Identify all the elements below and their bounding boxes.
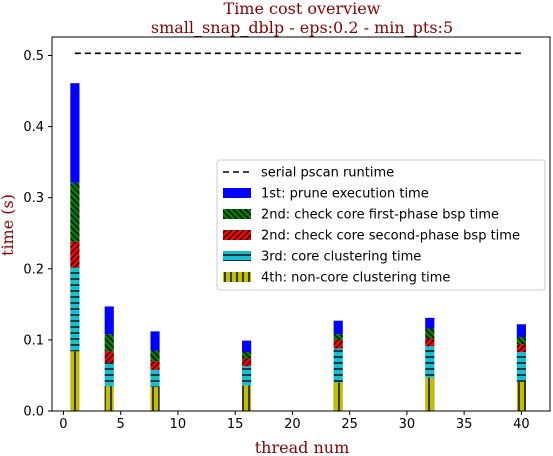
y-tick-label: 0.2 — [23, 262, 44, 277]
x-tick-label: 15 — [227, 417, 244, 432]
legend-entry: 2nd: check core second-phase bsp time — [261, 229, 520, 244]
bar-segment — [242, 351, 252, 359]
legend-handle — [223, 251, 251, 261]
bar-segment — [516, 337, 526, 345]
legend-entry: 4th: non-core clustering time — [261, 271, 450, 286]
y-tick-label: 0.4 — [23, 120, 44, 135]
bar-segment — [104, 334, 114, 352]
bar-segment — [425, 338, 435, 347]
legend-entry: 3rd: core clustering time — [261, 250, 421, 265]
legend-entry: 2nd: check core first-phase bsp time — [261, 208, 499, 223]
bar-segment — [104, 351, 114, 363]
x-tick-label: 30 — [399, 417, 416, 432]
x-axis-ticks: 0 5 10 15 20 25 30 35 40 — [59, 411, 530, 432]
y-tick-label: 0.5 — [23, 49, 44, 64]
bar-segment — [333, 334, 343, 340]
y-tick-label: 0.1 — [23, 333, 44, 348]
bar-segment — [242, 358, 252, 367]
bar-segment — [516, 351, 526, 382]
bar-segment — [516, 324, 526, 338]
legend-entry: serial pscan runtime — [261, 166, 394, 181]
y-tick-label: 0.0 — [23, 405, 44, 420]
x-tick-label: 40 — [513, 417, 530, 432]
y-axis-ticks: 0.0 0.1 0.2 0.3 0.4 0.5 — [23, 49, 52, 420]
x-tick-label: 5 — [117, 417, 125, 432]
bar-segment — [104, 362, 114, 387]
bar-segment — [150, 331, 160, 351]
bars-group — [70, 83, 526, 411]
bar-segment — [104, 386, 114, 411]
bar-segment — [242, 385, 252, 411]
bar-segment — [242, 366, 252, 386]
legend-frame — [216, 159, 546, 291]
legend-entry: 1st: prune execution time — [261, 187, 429, 202]
bar-segment — [425, 346, 435, 378]
x-tick-label: 20 — [284, 417, 301, 432]
bar-segment — [333, 348, 343, 383]
bar-segment — [150, 361, 160, 370]
y-axis-label: time (s) — [0, 194, 17, 256]
bar-segment — [516, 344, 526, 352]
bar-segment — [70, 351, 80, 411]
legend-handle — [223, 188, 251, 198]
y-tick-label: 0.3 — [23, 191, 44, 206]
chart-title: Time cost overview — [224, 0, 381, 18]
bar-segment — [333, 320, 343, 335]
bar-segment — [150, 386, 160, 411]
bar-segment — [242, 340, 252, 352]
x-tick-label: 35 — [456, 417, 473, 432]
x-axis-label: thread num — [255, 438, 350, 456]
legend: serial pscan runtime 1st: prune execution… — [216, 159, 546, 291]
x-tick-label: 10 — [170, 417, 187, 432]
bar-segment — [150, 350, 160, 362]
legend-handle — [223, 230, 251, 240]
bar-segment — [70, 182, 80, 242]
x-tick-label: 0 — [59, 417, 67, 432]
legend-handle — [223, 209, 251, 219]
bar-segment — [150, 369, 160, 387]
bar-segment — [425, 328, 435, 339]
bar-segment — [425, 317, 435, 329]
bar-segment — [70, 241, 80, 268]
bar-segment — [333, 382, 343, 411]
plot-frame — [51, 36, 551, 412]
bar-segment — [70, 267, 80, 352]
bar-segment — [333, 339, 343, 349]
x-tick-label: 25 — [341, 417, 358, 432]
bar-segment — [425, 377, 435, 411]
bar-segment — [70, 83, 80, 183]
legend-handle — [223, 272, 251, 282]
bar-segment — [516, 381, 526, 411]
bar-segment — [104, 306, 114, 335]
chart-subtitle: small_snap_dblp - eps:0.2 - min_pts:5 — [151, 18, 453, 37]
